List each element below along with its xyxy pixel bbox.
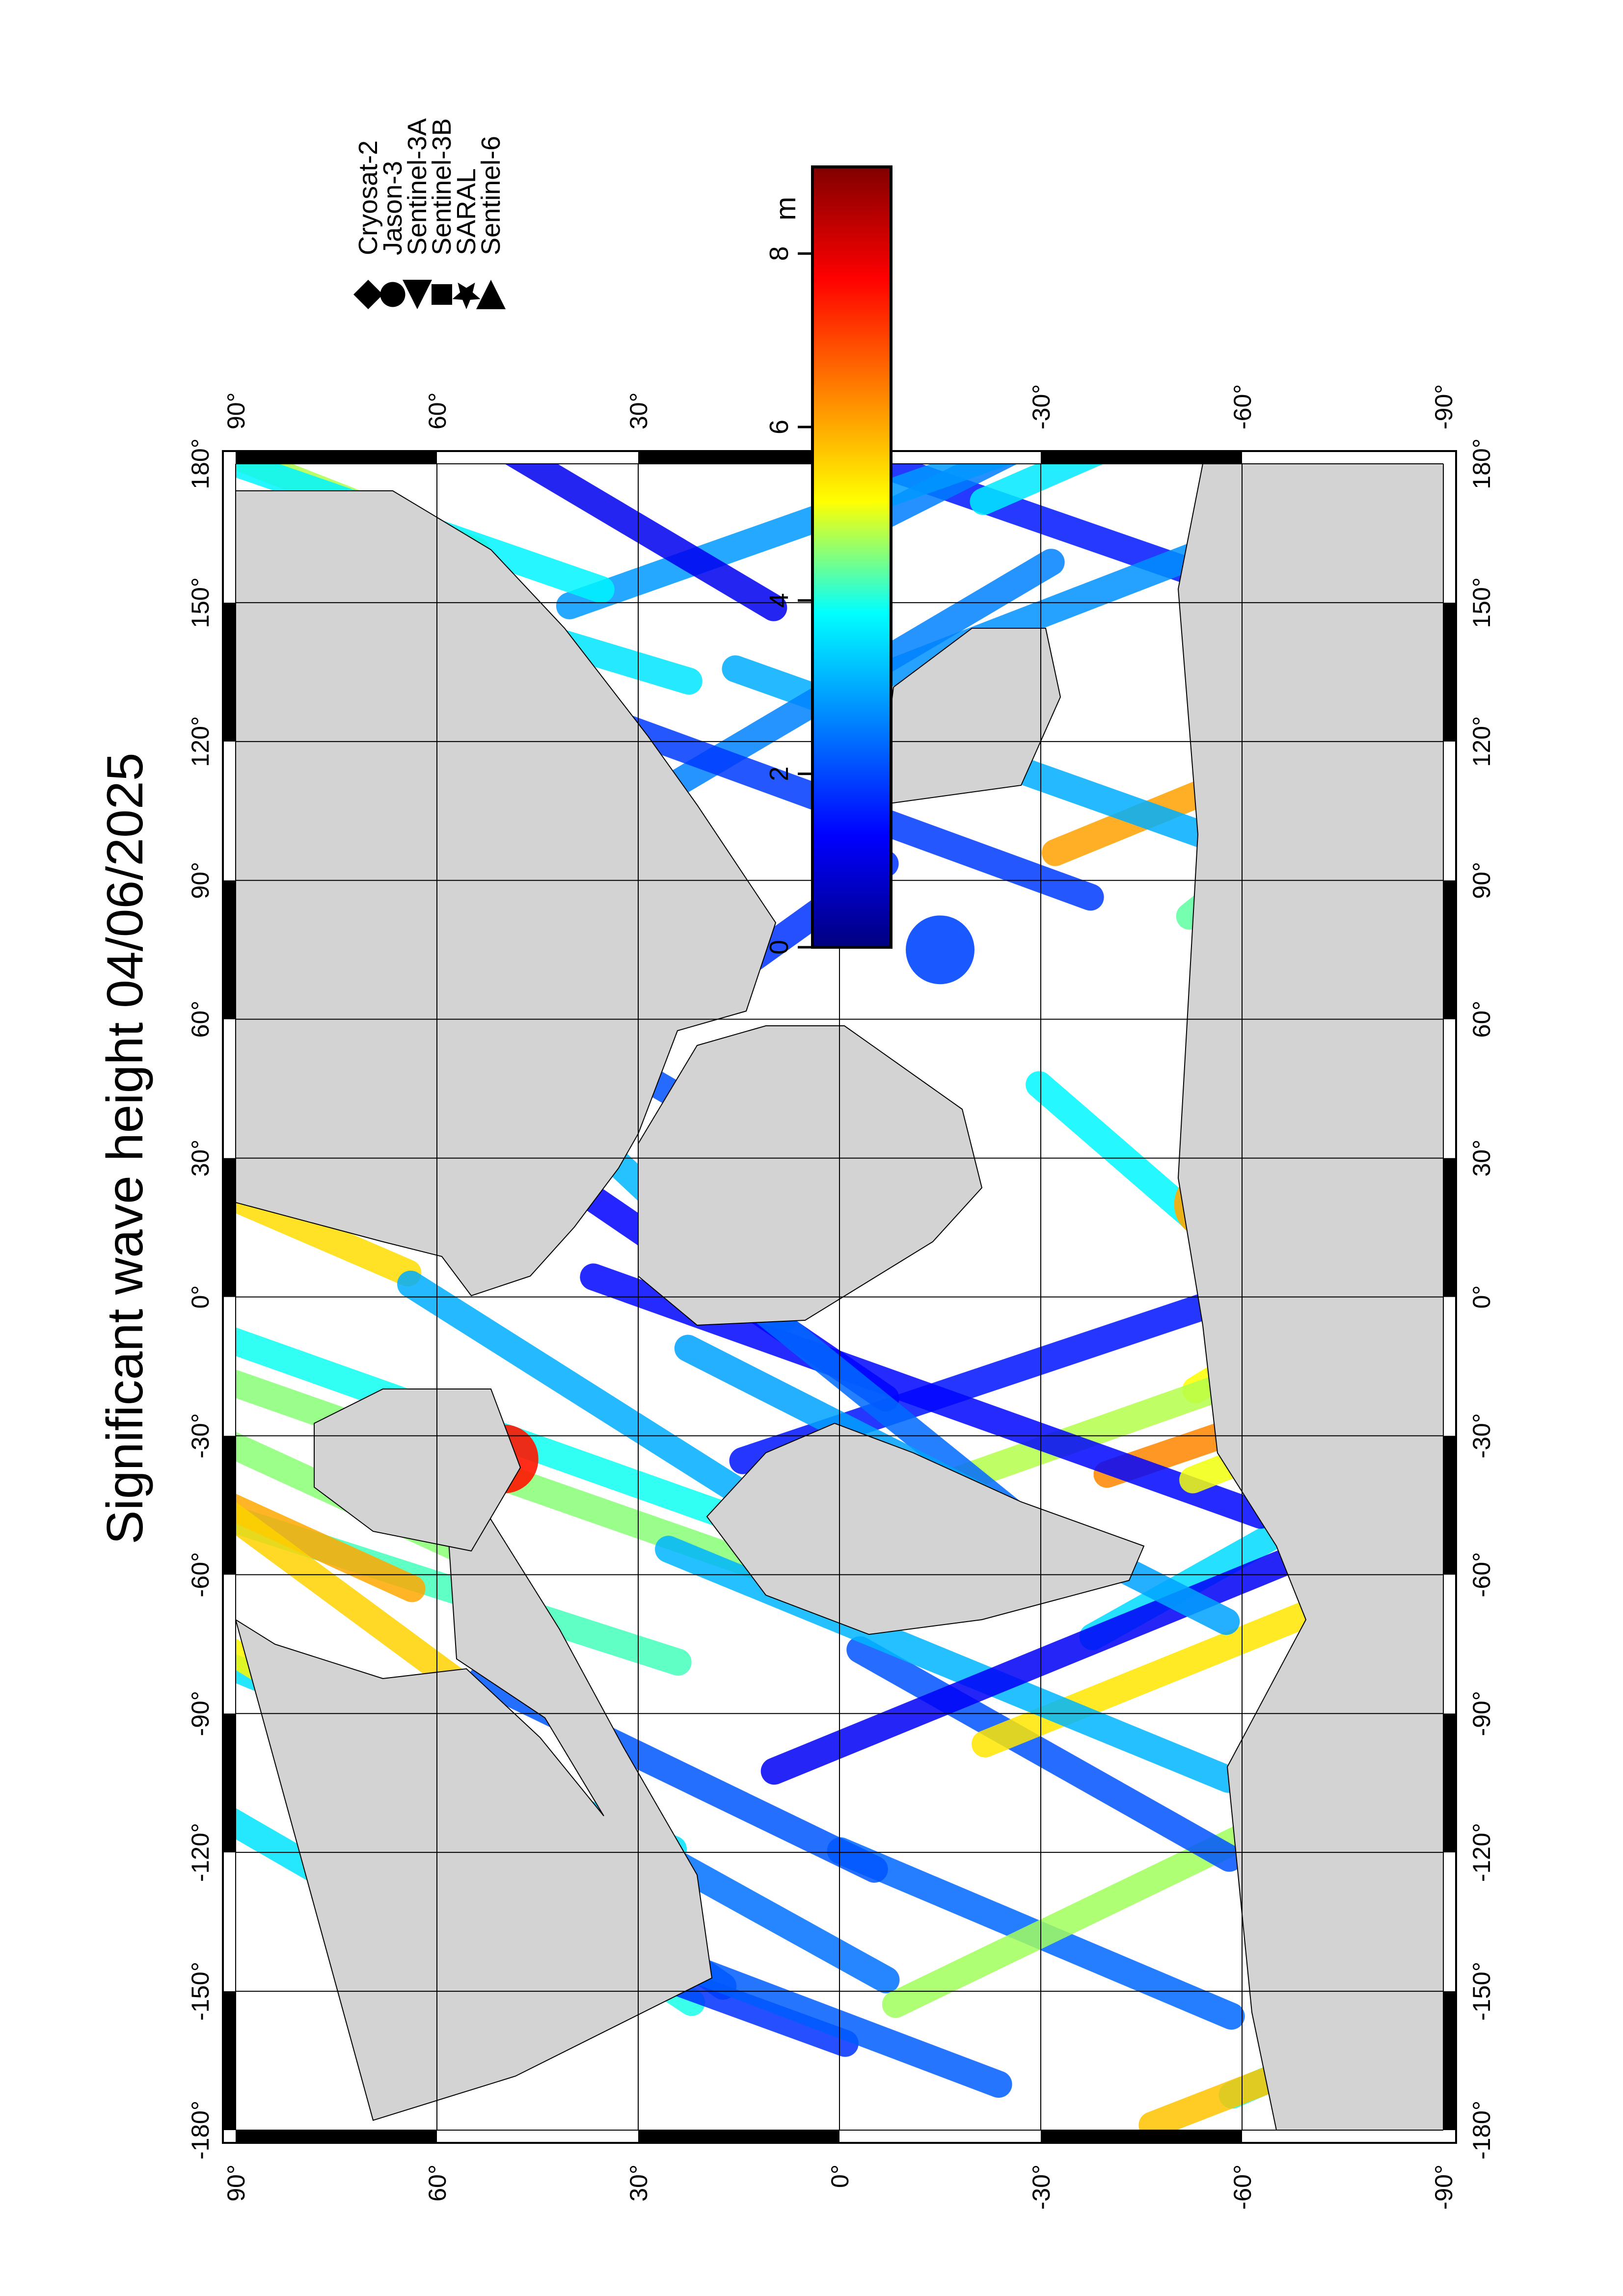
colorbar-ramp [811,165,893,949]
lat-tick-label: 90° [222,2164,250,2202]
frame-segment [1041,451,1242,464]
colorbar-tick-label: 4 [764,593,794,608]
satellite-track-band [236,1501,481,1703]
lon-tick-label: 60° [1468,1001,1495,1038]
lat-tick-label: -60° [1229,384,1256,429]
frame-segment [236,451,437,464]
frame-segment [1041,2130,1242,2143]
lon-tick-label: -90° [1468,1691,1495,1736]
lon-tick-label: 180° [1468,438,1495,489]
satellite-track-band [236,1494,426,1602]
circle-icon [380,282,406,307]
lat-tick-label: 30° [625,2164,652,2202]
satellite-track-band [846,1636,1243,1872]
lon-tick-label: -60° [187,1552,214,1597]
lon-tick-label: 90° [1468,862,1495,899]
legend-label: Jason-3 [378,161,407,255]
lat-tick-label: -30° [1028,384,1055,429]
frame-segment [1443,1991,1456,2130]
lon-tick-label: 120° [187,716,214,767]
page-title: Significant wave height 04/06/2025 [97,752,154,1544]
diamond-icon [353,280,383,309]
track-indian-ocean [906,915,974,985]
lat-tick-label: 0° [826,2164,854,2188]
colorbar-tick-label: 2 [764,767,794,781]
lon-tick-label: -120° [187,1823,214,1882]
lon-tick-label: -30° [187,1413,214,1458]
lat-tick-label: 90° [222,392,250,429]
lon-tick-label: 150° [1468,577,1495,628]
lon-tick-label: -150° [1468,1962,1495,2021]
frame-segment [223,1436,236,1575]
lon-tick-label: 180° [187,438,214,489]
lon-tick-label: -180° [187,2101,214,2160]
satellite-track-band [504,464,787,621]
frame-segment [223,1991,236,2130]
satellite-track-band [236,464,615,603]
satellite-track-band [397,1270,750,1503]
square-icon [432,284,452,305]
legend-label: Sentinel-3B [427,118,457,255]
lon-tick-label: -30° [1468,1413,1495,1458]
lon-tick-label: -150° [187,1962,214,2021]
frame-segment [223,880,236,1019]
australia-land [878,628,1061,806]
lat-tick-label: -60° [1229,2164,1256,2210]
lon-tick-label: 120° [1468,716,1495,767]
lon-tick-label: 0° [187,1285,214,1309]
colorbar: 8 6 4 2 0 m [764,165,893,955]
colorbar-tick-label: 6 [764,420,794,434]
colorbar-unit-label: m [770,197,802,220]
lon-tick-label: 150° [187,577,214,628]
south-america-land [706,1422,1145,1635]
lat-tick-label: 60° [424,392,451,429]
lon-tick-label: 30° [187,1140,214,1177]
frame-segment [1443,602,1456,742]
satellite-track-band [1138,1997,1443,2130]
frame-segment [1443,1436,1456,1575]
lat-tick-label: 30° [625,392,652,429]
frame-segment [223,1158,236,1297]
legend-label: Sentinel-3A [403,118,432,255]
frame-segment [638,2130,839,2143]
frame-segment [236,2130,437,2143]
greenland-land [314,1388,521,1552]
frame-segment [223,1713,236,1853]
eurasia-land [236,490,777,1297]
triangle-right-icon [476,280,506,309]
frame-segment [1443,880,1456,1019]
frame-segment [638,451,839,464]
lon-tick-label: -120° [1468,1823,1495,1882]
lon-tick-label: -90° [187,1691,214,1736]
lon-tick-label: 30° [1468,1140,1495,1177]
lat-tick-label: -90° [1430,384,1458,429]
colorbar-ticks: 8 6 4 2 0 [764,246,812,955]
lon-tick-label: 90° [187,862,214,899]
legend-label: Sentinel-6 [476,136,506,255]
satellite-legend: Cryosat-2Jason-3Sentinel-3ASentinel-3BSA… [353,118,506,309]
lon-tick-label: 0° [1468,1285,1495,1309]
lat-tick-label: 60° [424,2164,451,2202]
lat-tick-label: -90° [1430,2164,1458,2210]
colorbar-tick-label: 0 [764,940,794,955]
frame-segment [1443,1158,1456,1297]
satellite-track-band [760,1539,1323,1785]
frame-segment [223,602,236,742]
frame-segment [1443,1713,1456,1853]
lon-tick-label: -60° [1468,1552,1495,1597]
legend-label: SARAL [452,168,481,255]
star-icon [452,282,481,309]
lon-tick-label: 60° [187,1001,214,1038]
satellite-track-band [236,1184,422,1286]
triangle-left-icon [403,280,432,309]
lat-tick-label: -30° [1028,2164,1055,2210]
colorbar-tick-label: 8 [764,246,794,261]
lon-tick-label: -180° [1468,2101,1495,2160]
africa-land [638,1025,983,1326]
legend-label: Cryosat-2 [353,140,383,255]
